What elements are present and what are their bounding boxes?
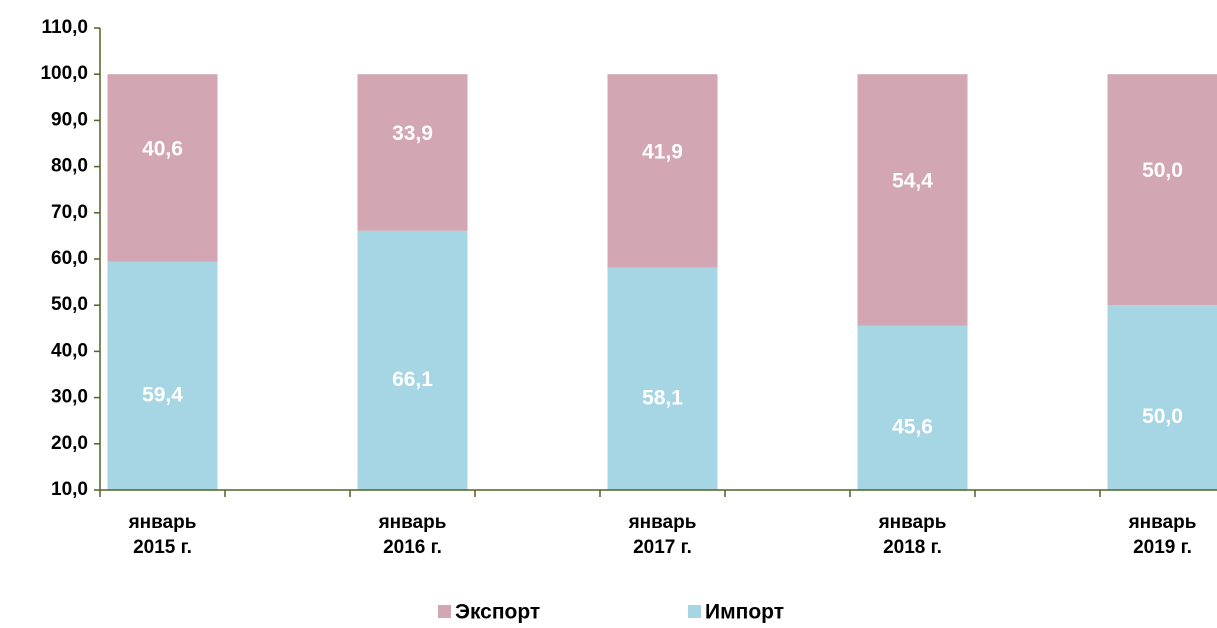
y-tick-label: 110,0 bbox=[42, 17, 89, 38]
bar-segment bbox=[107, 261, 218, 490]
bar-segment bbox=[607, 267, 718, 490]
bar-segment bbox=[357, 74, 468, 231]
legend-label: Импорт bbox=[705, 601, 784, 624]
data-label: 58,1 bbox=[642, 386, 683, 409]
bar-segment bbox=[357, 230, 468, 490]
y-tick-label: 80,0 bbox=[51, 156, 88, 177]
y-tick-label: 60,0 bbox=[51, 248, 88, 269]
data-label: 45,6 bbox=[892, 415, 933, 438]
x-tick-label: январь 2017 г. bbox=[628, 512, 697, 558]
bar-segment bbox=[607, 74, 718, 268]
y-tick-label: 90,0 bbox=[51, 109, 88, 130]
bar-segment bbox=[1107, 305, 1217, 490]
x-tick-label: январь 2018 г. bbox=[878, 512, 947, 558]
legend-swatch bbox=[438, 605, 451, 618]
x-tick-label: январь 2015 г. bbox=[128, 512, 197, 558]
data-label: 66,1 bbox=[392, 368, 433, 391]
y-tick-label: 70,0 bbox=[51, 202, 88, 223]
legend-swatch bbox=[688, 605, 701, 618]
x-tick-label: январь 2019 г. bbox=[1128, 512, 1197, 558]
y-tick-label: 10,0 bbox=[51, 479, 88, 500]
bar-segment bbox=[857, 74, 968, 326]
data-label: 50,0 bbox=[1142, 159, 1183, 182]
data-label: 50,0 bbox=[1142, 405, 1183, 428]
y-tick-label: 50,0 bbox=[51, 294, 88, 315]
y-tick-label: 40,0 bbox=[51, 340, 88, 361]
bar-segment bbox=[107, 74, 218, 262]
bar-segment bbox=[857, 325, 968, 490]
x-tick-label: январь 2016 г. bbox=[378, 512, 447, 558]
y-tick-label: 20,0 bbox=[51, 433, 88, 454]
data-label: 40,6 bbox=[142, 138, 183, 161]
y-tick-label: 100,0 bbox=[40, 63, 88, 84]
legend-label: Экспорт bbox=[455, 601, 540, 624]
data-label: 33,9 bbox=[392, 122, 433, 145]
y-tick-label: 30,0 bbox=[51, 387, 88, 408]
bar-segment bbox=[1107, 74, 1217, 306]
data-label: 54,4 bbox=[892, 169, 933, 192]
data-label: 41,9 bbox=[642, 141, 683, 164]
data-label: 59,4 bbox=[142, 383, 183, 406]
